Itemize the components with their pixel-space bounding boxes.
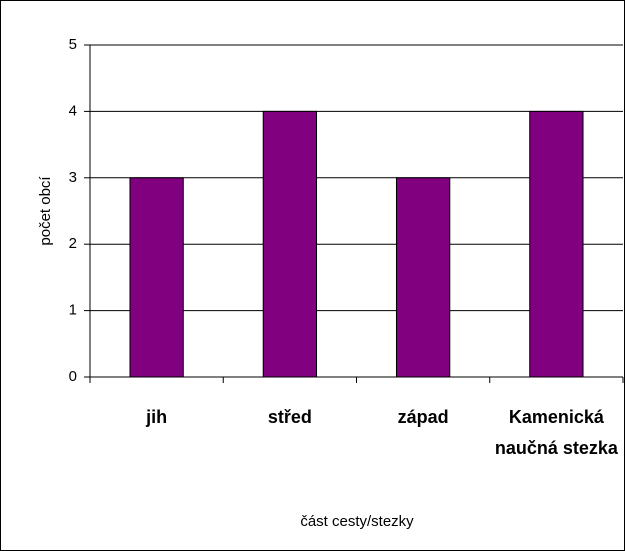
bar — [262, 110, 318, 378]
y-tick-label: 0 — [69, 368, 77, 385]
x-tick-label: západ — [397, 407, 449, 427]
x-axis-label: část cesty/stezky — [300, 513, 414, 530]
x-tick-label: jih — [146, 407, 168, 427]
y-tick-label: 5 — [69, 36, 77, 53]
bar — [129, 177, 184, 378]
x-tick-label: Kamenická naučná stezka — [494, 407, 618, 458]
bar — [529, 110, 584, 378]
y-axis-label: počet obcí — [37, 176, 54, 246]
x-tick-label: střed — [267, 407, 312, 427]
y-tick-label: 1 — [69, 302, 77, 319]
bar — [395, 177, 451, 378]
y-tick-label: 2 — [69, 235, 77, 252]
y-tick-label: 3 — [69, 169, 77, 186]
y-tick-label: 4 — [69, 102, 77, 119]
